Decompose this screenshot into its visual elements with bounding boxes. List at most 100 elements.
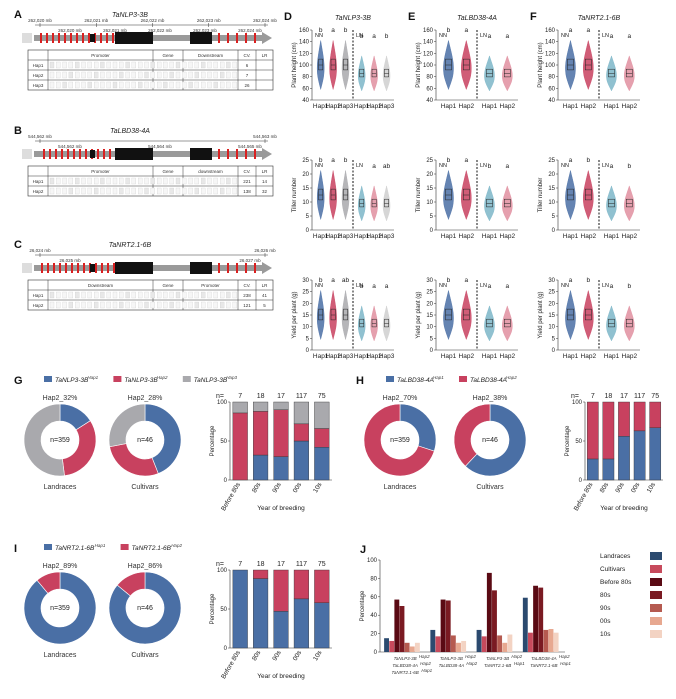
donut-title: Hap2_86%: [128, 563, 163, 570]
allele-cell: [182, 177, 187, 185]
allele-cell: [144, 81, 149, 89]
violin-box: [343, 188, 348, 201]
grouped-bar-90s: [450, 635, 456, 652]
significance-letter: a: [627, 33, 631, 40]
y-tick-label: 25: [426, 158, 433, 164]
y-axis-label: Tiller number: [538, 178, 544, 213]
panel-label-d: D: [284, 11, 292, 23]
table-cv-value: 221: [243, 179, 251, 184]
significance-letter: b: [586, 277, 590, 284]
allele-cell: [226, 291, 231, 299]
allele-cell: [232, 291, 237, 299]
allele-cell: [106, 71, 111, 79]
n-value: 17: [620, 393, 628, 400]
j-x-label-sup: Hap2: [465, 654, 476, 659]
y-tick-label: 5: [552, 336, 556, 342]
n-value: 117: [634, 393, 645, 400]
significance-letter: a: [372, 33, 376, 40]
table-header: Downstream: [88, 283, 114, 288]
x-tick-label: 90s: [614, 481, 626, 494]
grouped-bar-10s: [553, 632, 559, 652]
allele-cell: [213, 187, 218, 195]
y-tick-label: 140: [545, 40, 556, 46]
violin-col-title: TaLBD38-4A: [457, 15, 497, 22]
allele-cell: [163, 71, 168, 79]
allele-cell: [87, 187, 92, 195]
x-tick-label: 10s: [646, 481, 658, 494]
grouped-bar-80s: [538, 587, 544, 652]
allele-cell: [75, 81, 80, 89]
allele-cell: [188, 61, 193, 69]
donut-caption: Landraces: [44, 652, 77, 659]
coord-label: 26,025 mb: [59, 258, 81, 263]
significance-letter: a: [610, 283, 614, 290]
allele-cell: [100, 291, 105, 299]
cultivars-donut-slice: [144, 403, 182, 474]
legend-label: TaNRT2.1-6B: [132, 545, 172, 552]
y-axis-label: Plant height (cm): [416, 42, 422, 87]
gene-arrow: [262, 262, 272, 274]
stacked-bar-hap1: [649, 427, 662, 481]
coord-label: 26,024 mb: [29, 248, 51, 253]
j-x-label: TaNRT2.1-6B: [391, 670, 418, 675]
table-cv-value: 7: [246, 73, 249, 78]
nn-label: NN: [561, 163, 569, 169]
j-legend-swatch: [650, 578, 662, 586]
x-tick-label: Hap2: [500, 353, 516, 360]
exon-block: [190, 148, 212, 160]
allele-cell: [144, 301, 149, 309]
y-tick-label: 60: [548, 86, 555, 92]
variant-mark: [67, 149, 69, 159]
x-tick-label: Hap1: [563, 103, 579, 110]
y-tick-label: 80: [426, 75, 433, 81]
stacked-bar-hap1: [273, 611, 289, 649]
allele-cell: [138, 81, 143, 89]
variant-mark: [59, 263, 61, 273]
allele-cell: [68, 187, 74, 195]
j-x-label: TaLBD38-4A: [392, 663, 418, 668]
allele-cell: [68, 61, 74, 69]
y-tick-label: 40: [302, 98, 309, 104]
variant-mark: [101, 263, 103, 273]
allele-cell: [119, 177, 124, 185]
allele-cell: [75, 291, 80, 299]
x-tick-label: 80s: [251, 649, 263, 662]
allele-cell: [220, 291, 225, 299]
allele-cell: [138, 301, 143, 309]
allele-cell: [194, 81, 199, 89]
significance-letter: a: [569, 277, 573, 284]
y-tick-label: 80: [548, 75, 555, 81]
exon-block: [190, 32, 212, 44]
x-tick-label: Hap1: [482, 353, 498, 360]
significance-letter: b: [360, 283, 364, 290]
legend-label: TaNLP3-3B: [124, 377, 158, 384]
nn-label: NN: [439, 33, 447, 39]
violin-box: [359, 318, 365, 328]
stacked-bar-hap2: [618, 401, 630, 437]
n-value: 117: [296, 561, 307, 568]
ln-label: LN: [356, 163, 363, 169]
stacked-bar-hap2: [293, 423, 309, 442]
allele-cell: [119, 81, 124, 89]
coord-label: 262,023 mb: [193, 28, 217, 33]
allele-cell: [175, 61, 181, 69]
violin-box: [384, 198, 389, 208]
allele-cell: [125, 71, 130, 79]
allele-cell: [207, 187, 212, 195]
y-tick-label: 50: [220, 439, 227, 445]
violin-box: [567, 308, 574, 321]
table-header: Gene: [162, 169, 174, 174]
stacked-bar-hap2: [273, 409, 289, 457]
violin-box: [608, 198, 615, 208]
violin-col-title: TaNRT2.1-6B: [578, 15, 621, 22]
y-tick-label: 25: [548, 158, 555, 164]
allele-cell: [144, 61, 149, 69]
x-tick-label: Hap1: [441, 103, 457, 110]
grouped-bar-00s: [548, 629, 554, 652]
allele-cell: [157, 301, 162, 309]
significance-letter: a: [464, 27, 468, 34]
violin-box: [445, 188, 452, 201]
y-tick-label: 100: [217, 400, 228, 406]
y-tick-label: 0: [552, 348, 556, 354]
allele-cell: [49, 81, 55, 89]
